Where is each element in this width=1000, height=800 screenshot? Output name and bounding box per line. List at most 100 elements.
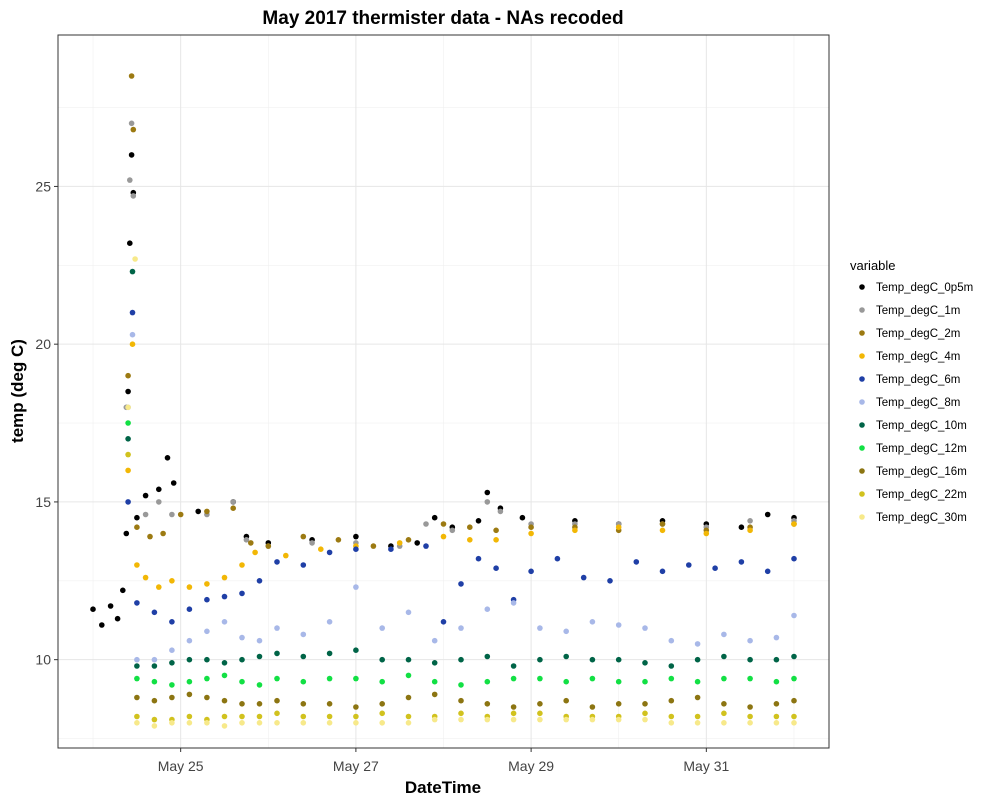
data-point [300,631,307,638]
data-point [615,678,622,685]
data-point [177,511,184,518]
data-point [134,600,140,606]
data-point [431,637,438,644]
data-point [151,678,158,685]
data-point [668,637,675,644]
legend-swatch [859,399,865,405]
data-point [686,562,692,568]
data-point [353,533,359,540]
data-point [791,713,797,720]
data-point [791,612,797,619]
data-point [156,499,162,505]
data-point [169,720,175,726]
data-point [256,682,263,688]
data-point [563,678,569,685]
data-point [239,656,245,663]
data-point [484,716,491,723]
data-point [283,552,289,559]
data-point [221,593,228,600]
data-point [773,701,780,707]
data-point [510,716,517,723]
legend-swatch [859,445,865,451]
data-point [510,600,517,606]
legend-entry-label: Temp_degC_6m [876,374,960,386]
data-point [256,637,263,644]
data-point [721,701,727,707]
data-point [563,716,569,723]
data-point [239,720,245,726]
data-point [156,486,162,493]
data-point [142,492,149,499]
data-point [642,710,648,717]
data-point [440,521,447,527]
data-point [130,126,137,133]
data-point [721,631,727,638]
data-point [114,615,121,622]
data-point [467,537,473,543]
data-point [134,562,140,568]
legend-title: variable [850,258,896,273]
data-point [195,508,201,515]
data-point [773,634,780,641]
data-point [405,672,412,679]
data-point [300,713,307,720]
data-point [642,678,648,685]
data-point [274,697,280,704]
data-point [256,720,263,726]
series-Temp_degC_8m [125,331,797,663]
data-point [125,372,131,379]
series-Temp_degC_6m [125,309,797,625]
data-point [458,656,464,663]
data-point [130,193,137,199]
data-point [353,720,359,726]
data-point [537,716,543,723]
data-point [615,701,622,707]
data-point [721,720,727,726]
data-point [747,518,753,524]
data-point [204,656,210,663]
data-point [170,480,177,486]
data-point [405,720,412,726]
data-point [738,559,745,565]
data-point [151,723,158,729]
legend-swatch [859,353,865,359]
legend-swatch [859,284,865,290]
data-point [99,622,105,628]
data-point [747,720,753,726]
data-point [274,559,280,565]
y-tick-label: 20 [35,336,51,352]
data-point [405,694,412,701]
legend-entry-label: Temp_degC_0p5m [876,282,973,294]
data-point [510,675,517,682]
data-point [186,584,193,590]
data-point [458,625,464,631]
legend-entry-label: Temp_degC_10m [876,420,967,432]
data-point [156,584,162,590]
legend: variable Temp_degC_0p5m Temp_degC_1m Temp_… [850,258,973,524]
data-point [484,499,491,505]
data-point [129,331,136,338]
data-point [151,697,158,704]
data-point [721,653,727,660]
data-point [484,678,491,685]
legend-swatch [859,514,865,520]
data-point [221,723,228,729]
data-point [747,527,753,534]
data-point [537,656,543,663]
x-tick-label: May 27 [333,758,379,774]
data-point [379,710,386,717]
data-point [129,309,136,316]
data-point [125,436,131,442]
data-point [642,701,648,707]
data-point [458,697,464,704]
data-point [107,603,114,609]
x-axis-title: DateTime [405,778,481,797]
data-point [256,713,263,720]
data-point [239,590,245,597]
data-point [239,713,245,720]
data-point [353,704,359,710]
data-point [791,697,797,704]
data-point [747,704,753,710]
data-point [589,619,596,625]
